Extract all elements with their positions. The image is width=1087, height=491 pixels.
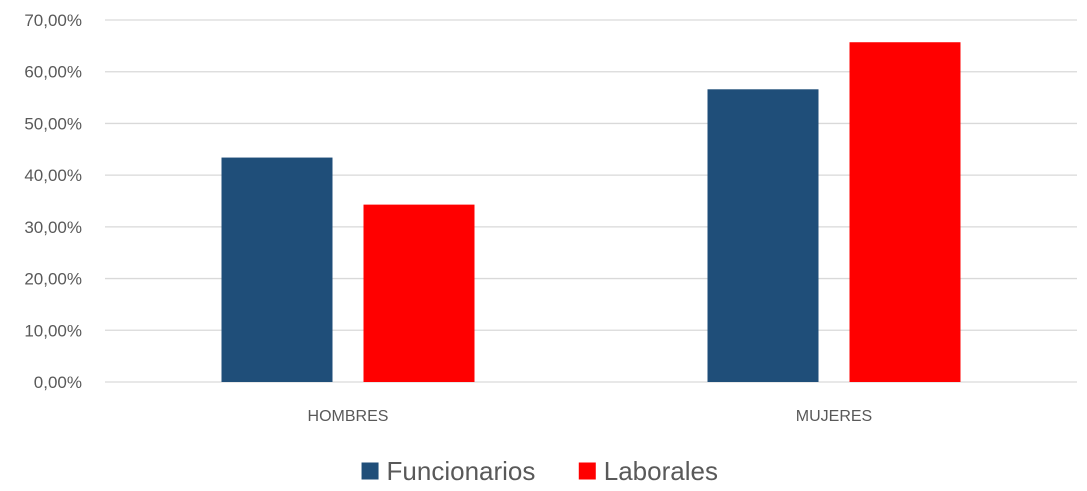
legend-swatch-funcionarios: [361, 462, 379, 480]
legend-label-funcionarios: Funcionarios: [387, 456, 536, 486]
bar-laborales-mujeres: [849, 42, 961, 382]
y-tick-label: 20,00%: [24, 270, 82, 289]
legend: Funcionarios Laborales: [361, 456, 718, 486]
y-tick-label: 30,00%: [24, 218, 82, 237]
legend-label-laborales: Laborales: [604, 456, 718, 486]
y-axis-tick-labels: 0,00% 10,00% 20,00% 30,00% 40,00% 50,00% 60,00…: [24, 11, 82, 392]
bar-funcionarios-mujeres: [707, 89, 819, 382]
y-tick-label: 0,00%: [34, 373, 82, 392]
x-axis-tick-labels: HOMBRES MUJERES: [308, 408, 873, 425]
y-tick-label: 70,00%: [24, 11, 82, 30]
x-tick-label: HOMBRES: [308, 408, 389, 425]
bars: [221, 42, 961, 382]
bar-laborales-hombres: [363, 204, 475, 382]
y-tick-label: 60,00%: [24, 63, 82, 82]
bar-funcionarios-hombres: [221, 157, 333, 382]
legend-swatch-laborales: [578, 462, 596, 480]
y-tick-label: 40,00%: [24, 166, 82, 185]
y-tick-label: 50,00%: [24, 114, 82, 133]
y-tick-label: 10,00%: [24, 321, 82, 340]
x-tick-label: MUJERES: [796, 408, 872, 425]
